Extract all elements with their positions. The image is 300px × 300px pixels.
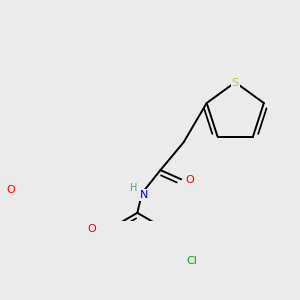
- Text: H: H: [130, 183, 137, 194]
- Text: O: O: [87, 224, 96, 235]
- Text: N: N: [140, 190, 148, 200]
- Text: S: S: [232, 78, 239, 88]
- Text: Cl: Cl: [187, 256, 197, 266]
- Text: O: O: [185, 175, 194, 185]
- Text: O: O: [6, 184, 15, 195]
